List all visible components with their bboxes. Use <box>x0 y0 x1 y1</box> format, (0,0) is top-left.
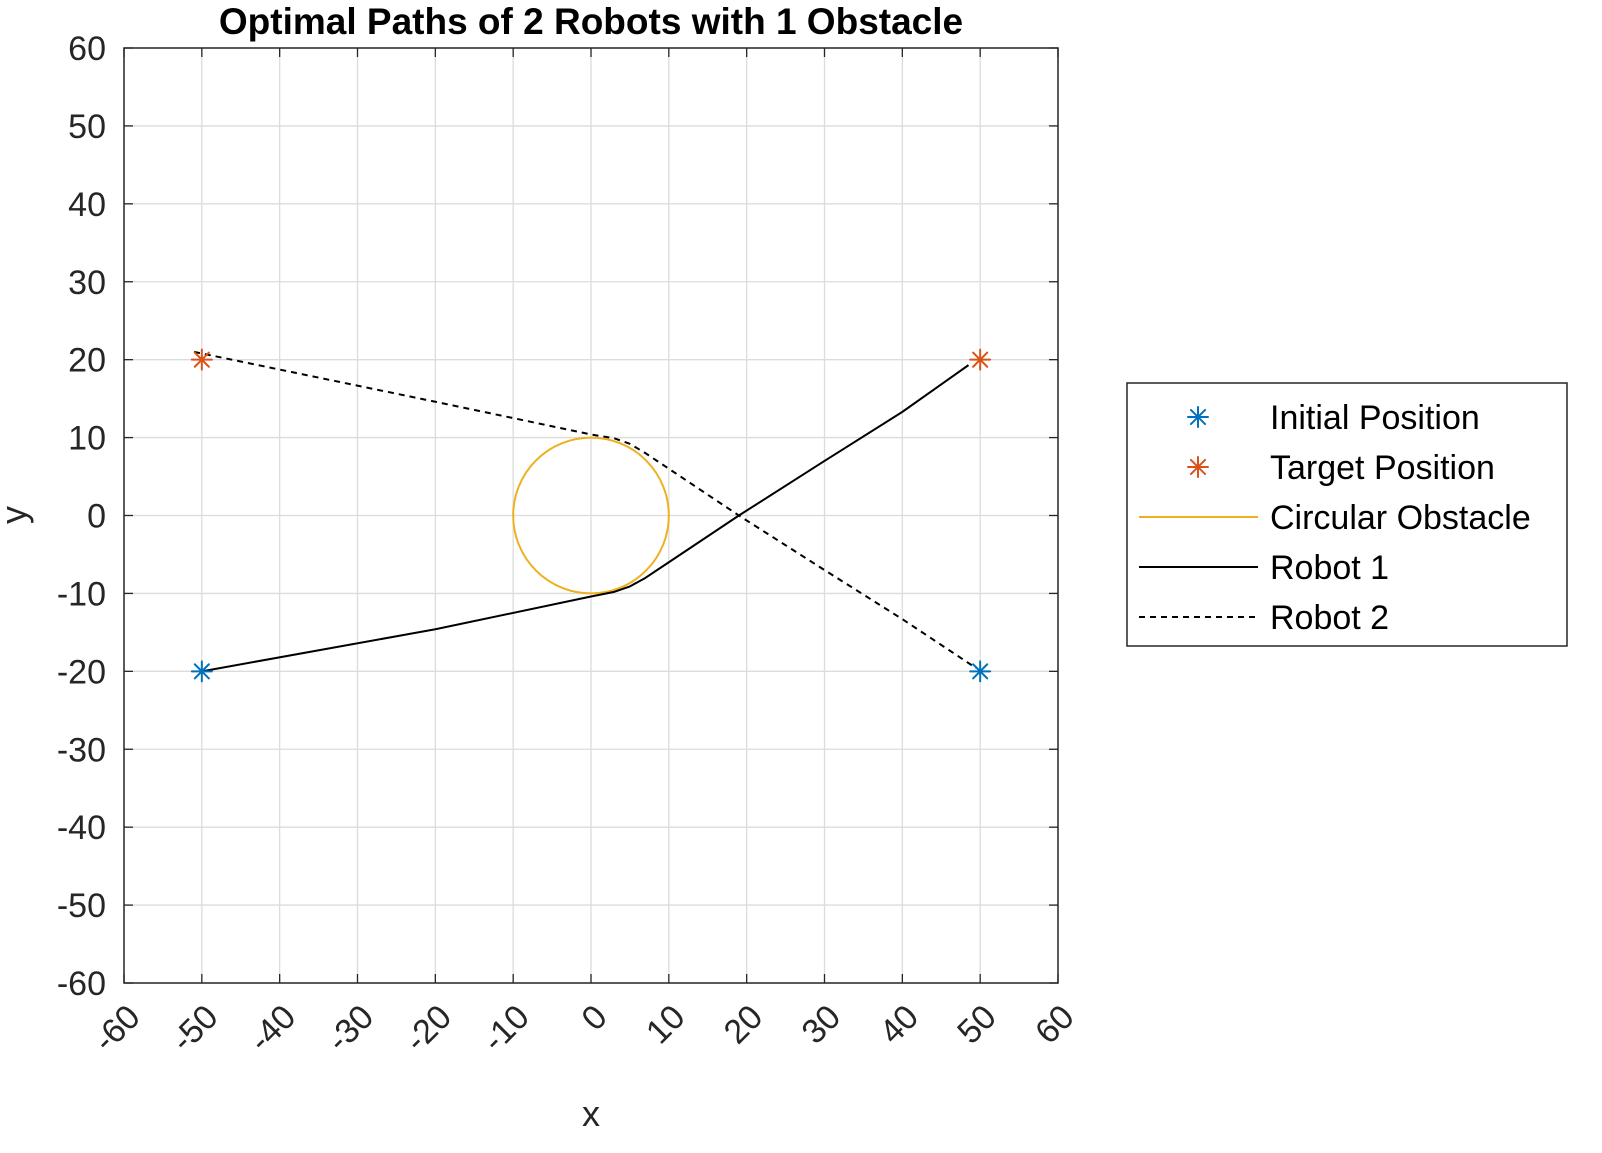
y-tick-label: -20 <box>57 653 106 691</box>
legend-label: Robot 1 <box>1270 549 1389 587</box>
y-tick-label: 20 <box>68 342 106 380</box>
legend-item: Initial Position <box>1187 399 1480 437</box>
robot-1-path <box>201 364 970 673</box>
legend-item: Robot 1 <box>1139 549 1389 587</box>
y-tick-label: 40 <box>68 186 106 224</box>
obstacle-circle <box>512 436 670 595</box>
y-tick-label: -30 <box>57 731 106 769</box>
x-axis-label: x <box>582 1093 600 1134</box>
legend-asterisk-icon <box>1187 406 1209 428</box>
legend-label: Circular Obstacle <box>1270 499 1531 537</box>
y-tick-label: 60 <box>68 30 106 68</box>
legend-item: Target Position <box>1187 449 1495 487</box>
y-axis-label: y <box>0 506 34 524</box>
legend-label: Target Position <box>1270 449 1495 487</box>
y-tick-label: -50 <box>57 887 106 925</box>
y-tick-label: -10 <box>57 575 106 613</box>
legend-item: Circular Obstacle <box>1139 499 1531 537</box>
y-tick-label: 10 <box>68 420 106 458</box>
target-position-marker <box>190 348 213 371</box>
legend-asterisk-icon <box>1187 456 1209 478</box>
legend-label: Initial Position <box>1270 399 1480 437</box>
y-tick-label: -40 <box>57 809 106 847</box>
target-position-marker <box>969 348 992 371</box>
legend-item: Robot 2 <box>1139 599 1389 637</box>
y-tick-label: 50 <box>68 108 106 146</box>
legend-label: Robot 2 <box>1270 599 1389 637</box>
robot-2-path <box>193 350 977 670</box>
y-tick-label: 30 <box>68 264 106 302</box>
chart-title: Optimal Paths of 2 Robots with 1 Obstacl… <box>219 1 963 42</box>
y-tick-label: -60 <box>57 965 106 1003</box>
legend: Initial Position Target Position Circular … <box>1126 382 1568 647</box>
data-layer <box>190 348 992 683</box>
initial-position-marker <box>969 660 992 683</box>
legend-box <box>1126 382 1568 647</box>
y-tick-label: 0 <box>87 498 106 536</box>
initial-position-marker <box>190 660 213 683</box>
